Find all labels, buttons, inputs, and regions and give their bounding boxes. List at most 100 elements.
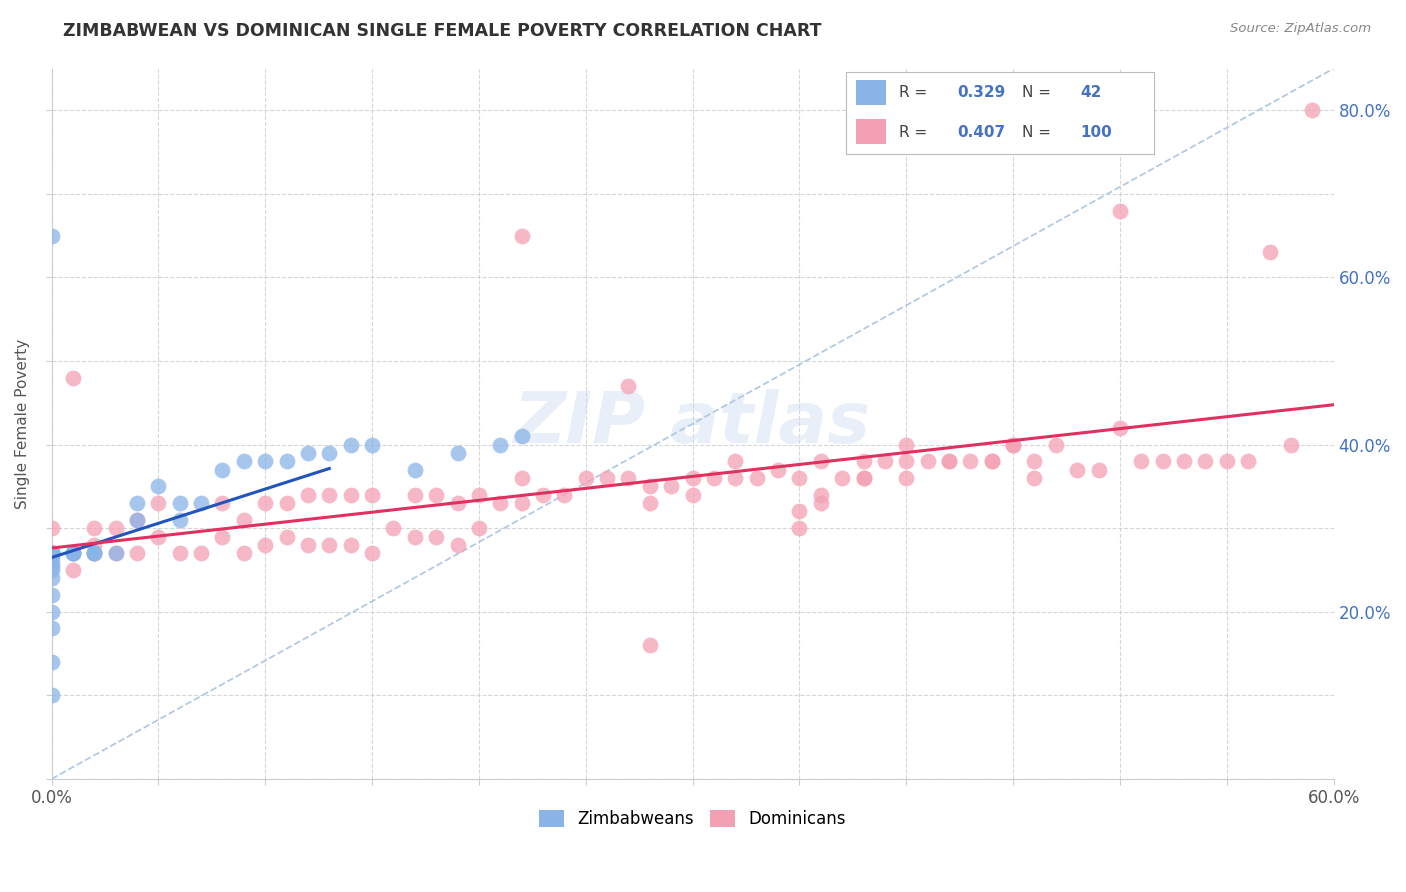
Point	[1002, 437, 1025, 451]
Point	[425, 530, 447, 544]
Point	[1130, 454, 1153, 468]
Point	[489, 496, 512, 510]
Point	[190, 546, 212, 560]
Point	[104, 546, 127, 560]
Point	[83, 546, 105, 560]
Point	[104, 546, 127, 560]
Point	[41, 655, 63, 669]
Point	[1002, 437, 1025, 451]
Point	[1173, 454, 1195, 468]
Point	[703, 471, 725, 485]
Point	[41, 558, 63, 573]
Point	[232, 454, 254, 468]
Point	[190, 496, 212, 510]
Point	[1258, 245, 1281, 260]
Point	[896, 437, 918, 451]
Text: ZIMBABWEAN VS DOMINICAN SINGLE FEMALE POVERTY CORRELATION CHART: ZIMBABWEAN VS DOMINICAN SINGLE FEMALE PO…	[63, 22, 821, 40]
Point	[1109, 203, 1132, 218]
Point	[617, 471, 640, 485]
Point	[1024, 454, 1046, 468]
Point	[297, 488, 319, 502]
Point	[575, 471, 598, 485]
Point	[959, 454, 981, 468]
Point	[468, 521, 491, 535]
Point	[41, 546, 63, 560]
Point	[148, 496, 170, 510]
Point	[41, 550, 63, 565]
Point	[510, 496, 533, 510]
Point	[148, 530, 170, 544]
Point	[446, 446, 468, 460]
Point	[638, 496, 661, 510]
Point	[361, 546, 384, 560]
Point	[382, 521, 405, 535]
Point	[318, 538, 340, 552]
Point	[810, 488, 832, 502]
Point	[318, 488, 340, 502]
Point	[41, 546, 63, 560]
Point	[873, 454, 896, 468]
Point	[852, 471, 875, 485]
Point	[852, 454, 875, 468]
Legend: Zimbabweans, Dominicans: Zimbabweans, Dominicans	[533, 803, 853, 835]
Point	[125, 513, 148, 527]
Point	[1152, 454, 1174, 468]
Point	[468, 488, 491, 502]
Point	[254, 496, 277, 510]
Point	[510, 471, 533, 485]
Point	[125, 546, 148, 560]
Point	[339, 488, 361, 502]
Point	[1279, 437, 1302, 451]
Point	[125, 496, 148, 510]
Point	[745, 471, 768, 485]
Point	[404, 488, 426, 502]
Point	[276, 496, 298, 510]
Point	[254, 454, 277, 468]
Point	[446, 496, 468, 510]
Point	[339, 437, 361, 451]
Point	[789, 521, 811, 535]
Point	[83, 546, 105, 560]
Point	[682, 488, 704, 502]
Point	[211, 496, 233, 510]
Point	[638, 479, 661, 493]
Point	[596, 471, 619, 485]
Point	[1109, 421, 1132, 435]
Point	[810, 454, 832, 468]
Point	[148, 479, 170, 493]
Point	[980, 454, 1002, 468]
Point	[41, 546, 63, 560]
Point	[1066, 463, 1088, 477]
Point	[938, 454, 960, 468]
Point	[41, 228, 63, 243]
Text: Source: ZipAtlas.com: Source: ZipAtlas.com	[1230, 22, 1371, 36]
Point	[361, 488, 384, 502]
Point	[724, 454, 747, 468]
Point	[41, 546, 63, 560]
Point	[41, 622, 63, 636]
Point	[896, 471, 918, 485]
Point	[810, 496, 832, 510]
Point	[361, 437, 384, 451]
Point	[659, 479, 682, 493]
Point	[41, 555, 63, 569]
Point	[1087, 463, 1109, 477]
Point	[62, 370, 84, 384]
Point	[83, 538, 105, 552]
Point	[41, 546, 63, 560]
Point	[62, 563, 84, 577]
Point	[1237, 454, 1260, 468]
Point	[62, 546, 84, 560]
Point	[938, 454, 960, 468]
Point	[425, 488, 447, 502]
Point	[638, 638, 661, 652]
Point	[917, 454, 939, 468]
Point	[1194, 454, 1216, 468]
Y-axis label: Single Female Poverty: Single Female Poverty	[15, 339, 30, 508]
Point	[41, 521, 63, 535]
Point	[297, 538, 319, 552]
Point	[297, 446, 319, 460]
Point	[254, 538, 277, 552]
Point	[41, 605, 63, 619]
Point	[41, 689, 63, 703]
